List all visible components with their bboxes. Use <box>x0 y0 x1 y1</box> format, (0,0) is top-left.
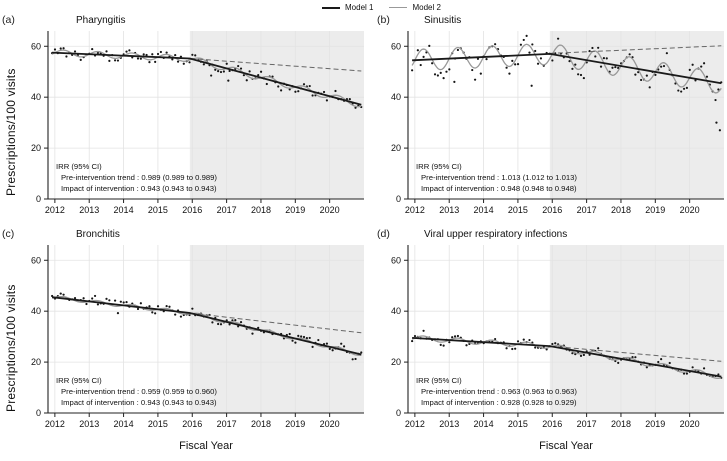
svg-text:20: 20 <box>31 143 41 153</box>
svg-text:2016: 2016 <box>542 205 562 215</box>
panel-sinusitis: (b) Sinusitis 2012 2013 2014 2015 2016 2017 20… <box>372 13 727 227</box>
irr-header: IRR (95% CI) <box>56 162 102 171</box>
irr-impact-line: Impact of intervention : 0.928 (0.928 to… <box>421 397 577 407</box>
panel-header: (a) Pharyngitis <box>2 13 367 29</box>
svg-text:2017: 2017 <box>577 205 597 215</box>
model2-line-swatch-icon <box>389 7 408 8</box>
x-axis-label-left: Fiscal Year <box>179 440 233 452</box>
panel-bronchitis: (c) Bronchitis 2012 2013 2014 2015 2016 2017 2… <box>2 227 367 441</box>
legend-item-model2: Model 2 <box>389 3 441 12</box>
svg-text:2012: 2012 <box>405 205 425 215</box>
svg-text:2017: 2017 <box>217 419 237 429</box>
svg-text:60: 60 <box>31 255 41 265</box>
irr-annotation: IRR (95% CI) Pre-intervention trend : 0.… <box>56 376 217 409</box>
x-axis-label-right: Fiscal Year <box>539 440 593 452</box>
svg-text:2016: 2016 <box>182 205 202 215</box>
chart-sinusitis: 2012 2013 2014 2015 2016 2017 2018 2019 2020 0 20 4… <box>391 31 724 215</box>
svg-text:2013: 2013 <box>439 419 459 429</box>
chart-bronchitis: 2012 2013 2014 2015 2016 2017 2018 2019 2020 0 20 4… <box>31 245 364 429</box>
svg-text:2019: 2019 <box>285 205 305 215</box>
svg-text:2020: 2020 <box>680 205 700 215</box>
svg-text:2020: 2020 <box>320 419 340 429</box>
panel-title: Viral upper respiratory infections <box>424 229 568 240</box>
irr-impact-line: Impact of intervention : 0.948 (0.948 to… <box>421 183 577 193</box>
chart-pharyngitis: 2012 2013 2014 2015 2016 2017 2018 2019 2020 0 20 4… <box>31 31 364 215</box>
svg-text:2016: 2016 <box>182 419 202 429</box>
svg-text:2018: 2018 <box>611 205 631 215</box>
legend-item-model1: Model 1 <box>322 3 373 12</box>
irr-trend-line: Pre-intervention trend : 0.963 (0.963 to… <box>421 386 577 396</box>
svg-text:2018: 2018 <box>611 419 631 429</box>
svg-text:2015: 2015 <box>508 419 528 429</box>
svg-text:40: 40 <box>31 306 41 316</box>
irr-header: IRR (95% CI) <box>416 376 462 385</box>
svg-text:2012: 2012 <box>405 419 425 429</box>
irr-trend-line: Pre-intervention trend : 0.959 (0.959 to… <box>61 386 217 396</box>
panel-letter: (b) <box>377 14 390 26</box>
model1-line-swatch-icon <box>322 6 340 9</box>
svg-text:0: 0 <box>396 194 401 204</box>
svg-text:2020: 2020 <box>320 205 340 215</box>
svg-text:2014: 2014 <box>474 205 494 215</box>
irr-header: IRR (95% CI) <box>416 162 462 171</box>
svg-text:2012: 2012 <box>45 419 65 429</box>
svg-text:0: 0 <box>396 408 401 418</box>
svg-text:2013: 2013 <box>439 205 459 215</box>
svg-text:2017: 2017 <box>217 205 237 215</box>
panel-header: (c) Bronchitis <box>2 227 367 243</box>
svg-text:2016: 2016 <box>542 419 562 429</box>
irr-trend-line: Pre-intervention trend : 0.989 (0.989 to… <box>61 172 217 182</box>
svg-text:2012: 2012 <box>45 205 65 215</box>
svg-text:2015: 2015 <box>148 419 168 429</box>
panel-letter: (c) <box>2 228 15 240</box>
irr-annotation: IRR (95% CI) Pre-intervention trend : 0.… <box>416 376 577 409</box>
svg-text:60: 60 <box>31 41 41 51</box>
svg-text:40: 40 <box>391 306 401 316</box>
svg-text:40: 40 <box>31 92 41 102</box>
panel-header: (d) Viral upper respiratory infections <box>372 227 727 243</box>
irr-annotation: IRR (95% CI) Pre-intervention trend : 1.… <box>416 162 577 195</box>
panel-header: (b) Sinusitis <box>372 13 727 29</box>
svg-text:20: 20 <box>391 143 401 153</box>
svg-text:2019: 2019 <box>645 419 665 429</box>
irr-impact-line: Impact of intervention : 0.943 (0.943 to… <box>61 397 217 407</box>
svg-text:2013: 2013 <box>79 205 99 215</box>
svg-text:60: 60 <box>391 41 401 51</box>
chart-viral-uri: 2012 2013 2014 2015 2016 2017 2018 2019 2020 0 20 4… <box>391 245 724 429</box>
irr-trend-line: Pre-intervention trend : 1.013 (1.012 to… <box>421 172 577 182</box>
svg-text:2013: 2013 <box>79 419 99 429</box>
svg-text:2019: 2019 <box>285 419 305 429</box>
panel-viral-uri: (d) Viral upper respiratory infections 2… <box>372 227 727 441</box>
legend-label: Model 2 <box>412 3 441 12</box>
panel-title: Bronchitis <box>76 229 120 240</box>
svg-text:2020: 2020 <box>680 419 700 429</box>
svg-text:2017: 2017 <box>577 419 597 429</box>
svg-text:40: 40 <box>391 92 401 102</box>
panel-title: Pharyngitis <box>76 15 126 26</box>
svg-text:20: 20 <box>391 357 401 367</box>
svg-text:2015: 2015 <box>508 205 528 215</box>
svg-text:0: 0 <box>36 408 41 418</box>
irr-header: IRR (95% CI) <box>56 376 102 385</box>
svg-text:20: 20 <box>31 357 41 367</box>
svg-text:2018: 2018 <box>251 419 271 429</box>
legend-label: Model 1 <box>345 3 374 12</box>
svg-text:60: 60 <box>391 255 401 265</box>
svg-text:2014: 2014 <box>114 205 134 215</box>
panel-title: Sinusitis <box>424 15 462 26</box>
irr-impact-line: Impact of intervention : 0.943 (0.943 to… <box>61 183 217 193</box>
svg-text:0: 0 <box>36 194 41 204</box>
svg-text:2015: 2015 <box>148 205 168 215</box>
panel-letter: (d) <box>377 228 390 240</box>
svg-text:2014: 2014 <box>114 419 134 429</box>
panel-pharyngitis: (a) Pharyngitis 2012 2013 2014 2015 2016 2017… <box>2 13 367 227</box>
svg-text:2014: 2014 <box>474 419 494 429</box>
svg-text:2019: 2019 <box>645 205 665 215</box>
svg-text:2018: 2018 <box>251 205 271 215</box>
panel-letter: (a) <box>2 14 15 26</box>
legend: Model 1 Model 2 <box>322 3 441 12</box>
irr-annotation: IRR (95% CI) Pre-intervention trend : 0.… <box>56 162 217 195</box>
